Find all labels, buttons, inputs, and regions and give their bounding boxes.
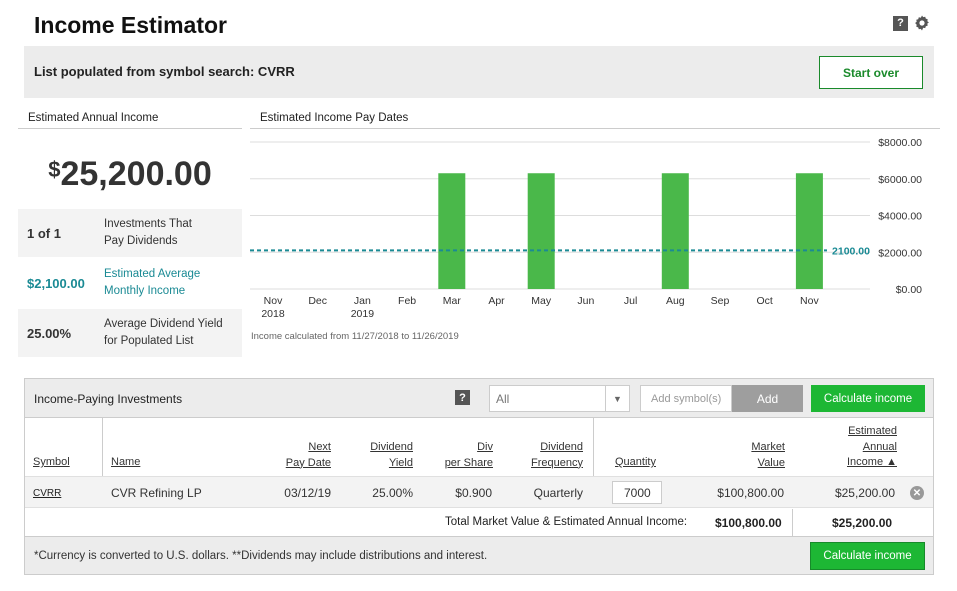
help-icon[interactable]: ? bbox=[455, 390, 470, 405]
total-income: $25,200.00 bbox=[832, 516, 893, 530]
column-divider bbox=[102, 418, 103, 508]
gear-icon[interactable] bbox=[914, 15, 930, 31]
cell-dividend-frequency: Quarterly bbox=[533, 486, 583, 500]
cell-div-per-share: $0.900 bbox=[455, 486, 492, 500]
stat-investments: 1 of 1 Investments That Pay Dividends bbox=[18, 207, 242, 257]
stat-dividend-yield: 25.00% Average Dividend Yield for Popula… bbox=[18, 307, 242, 357]
x-tick-label: Oct bbox=[757, 295, 773, 307]
y-tick-label: $2000.00 bbox=[878, 247, 922, 259]
start-over-button[interactable]: Start over bbox=[819, 56, 923, 89]
page-title: Income Estimator bbox=[34, 12, 227, 38]
x-tick-label: Jan bbox=[354, 295, 371, 307]
x-tick-label: Dec bbox=[308, 295, 327, 307]
reference-line-label: 2100.00 bbox=[832, 245, 870, 257]
column-divider bbox=[593, 418, 594, 508]
header-quantity[interactable]: Quantity bbox=[615, 456, 656, 468]
stat-label: Investments That Pay Dividends bbox=[104, 218, 192, 247]
header-div-per-share[interactable]: Div per Share bbox=[444, 441, 493, 469]
annual-income-amount: $ 25,200.00 bbox=[18, 129, 242, 207]
x-tick-label: Sep bbox=[711, 295, 730, 307]
stat-value: 25.00% bbox=[27, 325, 72, 341]
investments-panel: Income-Paying Investments ? All ▼ Add sy… bbox=[24, 378, 934, 575]
total-label: Total Market Value & Estimated Annual In… bbox=[445, 516, 688, 528]
stat-value: $2,100.00 bbox=[27, 275, 85, 291]
top-icons: ? bbox=[893, 15, 930, 31]
cell-next-pay-date: 03/12/19 bbox=[284, 486, 331, 500]
total-market-value: $100,800.00 bbox=[715, 516, 782, 530]
pay-dates-chart: $0.00 $2000.00 $4000.00 $6000.00 $8000.00 Nov… bbox=[250, 137, 922, 320]
cell-dividend-yield: 25.00% bbox=[372, 486, 413, 500]
x-tick-label: Jul bbox=[624, 295, 637, 307]
bar bbox=[661, 173, 689, 289]
add-button[interactable]: Add bbox=[732, 385, 803, 412]
add-symbol-input[interactable]: Add symbol(s) bbox=[640, 385, 732, 412]
calculate-income-button[interactable]: Calculate income bbox=[811, 385, 925, 412]
x-tick-label: Nov bbox=[264, 295, 283, 307]
pay-dates-heading: Estimated Income Pay Dates bbox=[250, 108, 940, 129]
quantity-field[interactable]: 7000 bbox=[612, 481, 662, 504]
calculate-income-button-bottom[interactable]: Calculate income bbox=[810, 542, 925, 570]
annual-income-heading: Estimated Annual Income bbox=[18, 108, 242, 129]
annual-income-value: 25,200.00 bbox=[60, 155, 212, 193]
dollar-sign: $ bbox=[48, 157, 61, 182]
investments-footer: *Currency is converted to U.S. dollars. … bbox=[25, 536, 933, 574]
filter-select[interactable]: All ▼ bbox=[489, 385, 630, 412]
stat-label: Average Dividend Yield for Populated Lis… bbox=[104, 318, 223, 347]
y-tick-label: $8000.00 bbox=[878, 137, 922, 149]
chevron-down-icon[interactable]: ▼ bbox=[605, 386, 629, 411]
search-banner: List populated from symbol search: CVRR … bbox=[24, 46, 934, 98]
investments-toolbar: Income-Paying Investments ? All ▼ Add sy… bbox=[25, 379, 933, 418]
x-tick-label: 2018 bbox=[261, 308, 285, 320]
x-tick-label: Mar bbox=[443, 295, 462, 307]
chart-note: Income calculated from 11/27/2018 to 11/… bbox=[251, 331, 459, 342]
bar bbox=[527, 173, 555, 289]
x-tick-label: Aug bbox=[666, 295, 685, 307]
filter-value: All bbox=[496, 392, 510, 406]
x-tick-label: Jun bbox=[577, 295, 594, 307]
header-dividend-frequency[interactable]: Dividend Frequency bbox=[531, 441, 583, 469]
y-tick-label: $4000.00 bbox=[878, 211, 922, 223]
x-tick-label: 2019 bbox=[351, 308, 375, 320]
y-tick-label: $0.00 bbox=[896, 284, 922, 296]
stat-monthly-income: $2,100.00 Estimated Average Monthly Inco… bbox=[18, 257, 242, 307]
y-tick-label: $6000.00 bbox=[878, 174, 922, 186]
header-estimated-annual-income[interactable]: Estimated Annual Income ▲ bbox=[846, 425, 897, 468]
footer-note: *Currency is converted to U.S. dollars. … bbox=[34, 550, 488, 562]
x-tick-label: Apr bbox=[488, 295, 505, 307]
banner-text: List populated from symbol search: CVRR bbox=[34, 64, 295, 79]
cell-estimated-annual-income: $25,200.00 bbox=[834, 486, 895, 500]
cell-market-value: $100,800.00 bbox=[717, 486, 784, 500]
bar bbox=[438, 173, 466, 289]
header-name[interactable]: Name bbox=[111, 456, 141, 468]
x-tick-label: Nov bbox=[800, 295, 819, 307]
header-dividend-yield[interactable]: Dividend Yield bbox=[370, 441, 413, 469]
remove-icon[interactable]: ✕ bbox=[910, 486, 924, 500]
bar bbox=[795, 173, 823, 289]
totals-row: Total Market Value & Estimated Annual In… bbox=[25, 509, 933, 536]
header-next-pay-date[interactable]: Next Pay Date bbox=[285, 441, 331, 469]
header-symbol[interactable]: Symbol bbox=[33, 456, 70, 468]
x-tick-label: May bbox=[531, 295, 552, 307]
annual-income-panel: Estimated Annual Income $ 25,200.00 1 of… bbox=[18, 108, 242, 357]
stat-value: 1 of 1 bbox=[27, 225, 61, 241]
symbol-link[interactable]: CVRR bbox=[33, 488, 62, 499]
total-income-box bbox=[792, 509, 934, 536]
header-market-value[interactable]: Market Value bbox=[751, 441, 785, 469]
table-row: CVRR CVR Refining LP 03/12/19 25.00% $0.… bbox=[25, 476, 933, 508]
x-tick-label: Feb bbox=[398, 295, 416, 307]
investments-title: Income-Paying Investments bbox=[34, 392, 183, 406]
help-icon[interactable]: ? bbox=[893, 15, 908, 31]
cell-name: CVR Refining LP bbox=[111, 486, 202, 500]
pay-dates-panel: Estimated Income Pay Dates $0.00 $2000.00… bbox=[250, 108, 940, 342]
stat-label: Estimated Average Monthly Income bbox=[104, 268, 201, 297]
